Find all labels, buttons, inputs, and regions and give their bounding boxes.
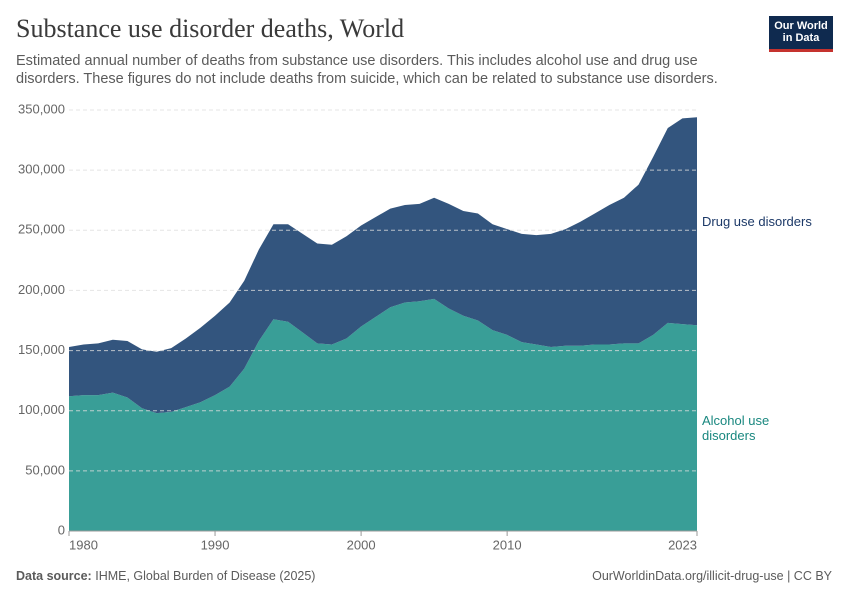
y-tick-label: 0: [58, 522, 65, 537]
y-tick-label: 50,000: [25, 462, 65, 477]
y-tick-label: 200,000: [18, 282, 65, 297]
y-tick-label: 300,000: [18, 162, 65, 177]
x-tick-label: 1990: [201, 537, 230, 552]
logo-line: Our World: [774, 20, 828, 32]
x-tick-label: 2000: [347, 537, 376, 552]
source-text: IHME, Global Burden of Disease (2025): [95, 569, 316, 583]
y-tick-label: 100,000: [18, 402, 65, 417]
source: Data source: IHME, Global Burden of Dise…: [16, 569, 315, 583]
source-label: Data source:: [16, 569, 92, 583]
x-tick-label: 1980: [69, 537, 98, 552]
x-tick-label: 2023: [668, 537, 697, 552]
x-tick-label: 2010: [493, 537, 522, 552]
series-label: Alcohol use disorders: [702, 413, 770, 444]
area: [69, 298, 697, 531]
y-tick-label: 350,000: [18, 101, 65, 116]
url[interactable]: OurWorldinData.org/illicit-drug-use | CC…: [592, 569, 832, 583]
series-label: Drug use disorders: [702, 213, 812, 229]
logo-line: in Data: [782, 32, 820, 44]
subtitle: Estimated annual number of deaths from s…: [16, 53, 718, 87]
area: [69, 117, 697, 414]
chart-title: Substance use disorder deaths, World: [16, 14, 405, 43]
logo[interactable]: Our World in Data: [769, 16, 833, 52]
y-tick-label: 250,000: [18, 222, 65, 237]
y-tick-label: 150,000: [18, 342, 65, 357]
